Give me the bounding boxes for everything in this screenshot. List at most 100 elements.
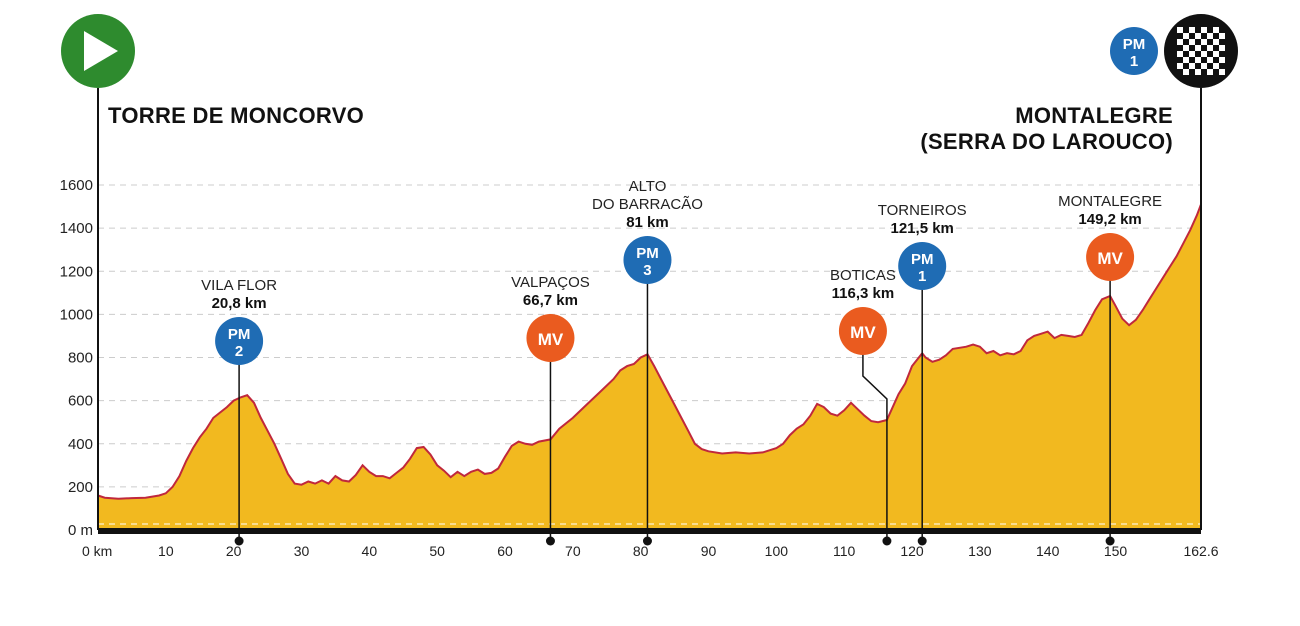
checker-square bbox=[1177, 39, 1183, 45]
waypoint-km-label: 149,2 km bbox=[1078, 211, 1141, 228]
checker-square bbox=[1177, 57, 1183, 63]
checker-square bbox=[1183, 39, 1189, 45]
checker-square bbox=[1201, 69, 1207, 75]
finish-marker: PM 1 MONTALEGRE (SERRA DO LAROUCO) bbox=[920, 14, 1238, 530]
y-tick-label: 200 bbox=[68, 479, 93, 496]
x-tick-label: 10 bbox=[158, 543, 174, 559]
elevation-profile bbox=[97, 204, 1202, 530]
elevation-line bbox=[97, 204, 1202, 500]
waypoint-badge bbox=[623, 236, 672, 284]
checker-square bbox=[1195, 33, 1201, 39]
y-tick-label: 600 bbox=[68, 393, 93, 410]
waypoint-badge-number: 3 bbox=[643, 262, 651, 279]
checker-square bbox=[1183, 69, 1189, 75]
checker-square bbox=[1183, 63, 1189, 69]
y-tick-label: 400 bbox=[68, 436, 93, 453]
x-tick-label: 110 bbox=[833, 543, 856, 559]
checker-square bbox=[1207, 51, 1213, 57]
x-axis-ticks: 0 km 10 20 30 40 50 60 70 80 90 100 110 120 130 140 150… bbox=[82, 543, 1219, 559]
waypoint-km-label: 81 km bbox=[626, 214, 669, 231]
finish-town-line1: MONTALEGRE bbox=[1015, 103, 1173, 128]
checker-square bbox=[1195, 57, 1201, 63]
y-tick-label: 1400 bbox=[60, 220, 93, 237]
checker-square bbox=[1201, 39, 1207, 45]
checker-square bbox=[1195, 51, 1201, 57]
checker-square bbox=[1189, 57, 1195, 63]
checker-square bbox=[1213, 45, 1219, 51]
x-tick-label: 0 km bbox=[82, 543, 112, 559]
checker-square bbox=[1177, 33, 1183, 39]
checker-square bbox=[1207, 39, 1213, 45]
checker-square bbox=[1219, 51, 1225, 57]
waypoint-name: VILA FLOR bbox=[201, 277, 277, 294]
checker-square bbox=[1189, 45, 1195, 51]
waypoint-name-line2: DO BARRACÃO bbox=[592, 196, 703, 213]
waypoint-km-dot bbox=[642, 536, 652, 546]
finish-pm-number: 1 bbox=[1130, 53, 1138, 70]
waypoint-km-dot bbox=[917, 536, 927, 546]
waypoint-name: BOTICAS bbox=[830, 267, 896, 284]
checker-square bbox=[1207, 63, 1213, 69]
x-axis-baseline bbox=[98, 528, 1201, 534]
checker-square bbox=[1219, 63, 1225, 69]
start-town: TORRE DE MONCORVO bbox=[108, 103, 364, 128]
checker-square bbox=[1213, 51, 1219, 57]
checker-square bbox=[1183, 51, 1189, 57]
checkered-flag-icon bbox=[1177, 27, 1225, 75]
x-tick-label: 80 bbox=[633, 543, 649, 559]
checker-square bbox=[1189, 63, 1195, 69]
terrain-area bbox=[98, 204, 1201, 530]
waypoint-badge-type: PM bbox=[636, 245, 659, 262]
checker-square bbox=[1213, 63, 1219, 69]
checker-square bbox=[1201, 33, 1207, 39]
waypoint-km-label: 121,5 km bbox=[891, 220, 954, 237]
x-tick-label: 60 bbox=[497, 543, 513, 559]
waypoint-km-label: 116,3 km bbox=[832, 285, 895, 302]
checker-square bbox=[1219, 57, 1225, 63]
waypoint-km-dot bbox=[234, 536, 244, 546]
waypoint-badge bbox=[215, 317, 264, 365]
waypoint-badge-number: 2 bbox=[235, 343, 243, 360]
waypoint-badge bbox=[526, 314, 575, 362]
checker-square bbox=[1189, 51, 1195, 57]
waypoint-badge bbox=[838, 307, 887, 355]
checker-square bbox=[1219, 69, 1225, 75]
waypoint-name: MONTALEGRE bbox=[1058, 193, 1162, 210]
checker-square bbox=[1195, 39, 1201, 45]
checker-square bbox=[1207, 69, 1213, 75]
waypoint-name-line1: ALTO bbox=[629, 178, 667, 195]
x-tick-label: 70 bbox=[565, 543, 581, 559]
waypoint-name: TORNEIROS bbox=[878, 202, 967, 219]
checker-square bbox=[1219, 45, 1225, 51]
x-tick-label: 162.6 bbox=[1183, 543, 1218, 559]
waypoint-km-dot bbox=[545, 536, 555, 546]
x-tick-label: 40 bbox=[362, 543, 378, 559]
waypoint-badge-type: MV bbox=[1097, 249, 1123, 268]
x-tick-label: 50 bbox=[429, 543, 445, 559]
checker-square bbox=[1183, 57, 1189, 63]
checker-square bbox=[1195, 69, 1201, 75]
x-tick-label: 140 bbox=[1036, 543, 1060, 559]
x-tick-label: 90 bbox=[701, 543, 717, 559]
checker-square bbox=[1213, 39, 1219, 45]
checker-square bbox=[1213, 69, 1219, 75]
checker-square bbox=[1189, 27, 1195, 33]
checker-square bbox=[1183, 27, 1189, 33]
waypoint-km-label: 66,7 km bbox=[523, 292, 578, 309]
checker-square bbox=[1213, 27, 1219, 33]
checker-square bbox=[1201, 63, 1207, 69]
checker-square bbox=[1189, 39, 1195, 45]
y-tick-label: 1200 bbox=[60, 263, 93, 280]
checker-square bbox=[1201, 51, 1207, 57]
checker-square bbox=[1189, 69, 1195, 75]
x-tick-label: 100 bbox=[765, 543, 789, 559]
checker-square bbox=[1177, 51, 1183, 57]
checker-square bbox=[1201, 45, 1207, 51]
y-axis-ticks: 0 m 200 400 600 800 1000 1200 1400 1600 bbox=[60, 177, 93, 539]
waypoint-badge-type: MV bbox=[850, 323, 876, 342]
